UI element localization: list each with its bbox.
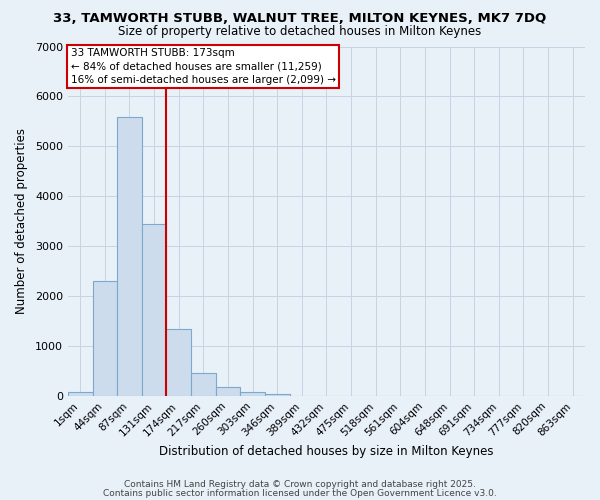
Bar xyxy=(215,388,240,396)
Bar xyxy=(166,329,191,396)
Text: Contains public sector information licensed under the Open Government Licence v3: Contains public sector information licen… xyxy=(103,488,497,498)
Bar xyxy=(240,392,265,396)
Text: Contains HM Land Registry data © Crown copyright and database right 2025.: Contains HM Land Registry data © Crown c… xyxy=(124,480,476,489)
X-axis label: Distribution of detached houses by size in Milton Keynes: Distribution of detached houses by size … xyxy=(159,444,494,458)
Bar xyxy=(142,224,166,396)
Bar xyxy=(117,118,142,396)
Bar xyxy=(191,373,215,396)
Text: Size of property relative to detached houses in Milton Keynes: Size of property relative to detached ho… xyxy=(118,25,482,38)
Bar xyxy=(265,394,290,396)
Text: 33 TAMWORTH STUBB: 173sqm
← 84% of detached houses are smaller (11,259)
16% of s: 33 TAMWORTH STUBB: 173sqm ← 84% of detac… xyxy=(71,48,335,84)
Y-axis label: Number of detached properties: Number of detached properties xyxy=(15,128,28,314)
Bar xyxy=(68,392,92,396)
Bar xyxy=(92,281,117,396)
Text: 33, TAMWORTH STUBB, WALNUT TREE, MILTON KEYNES, MK7 7DQ: 33, TAMWORTH STUBB, WALNUT TREE, MILTON … xyxy=(53,12,547,26)
